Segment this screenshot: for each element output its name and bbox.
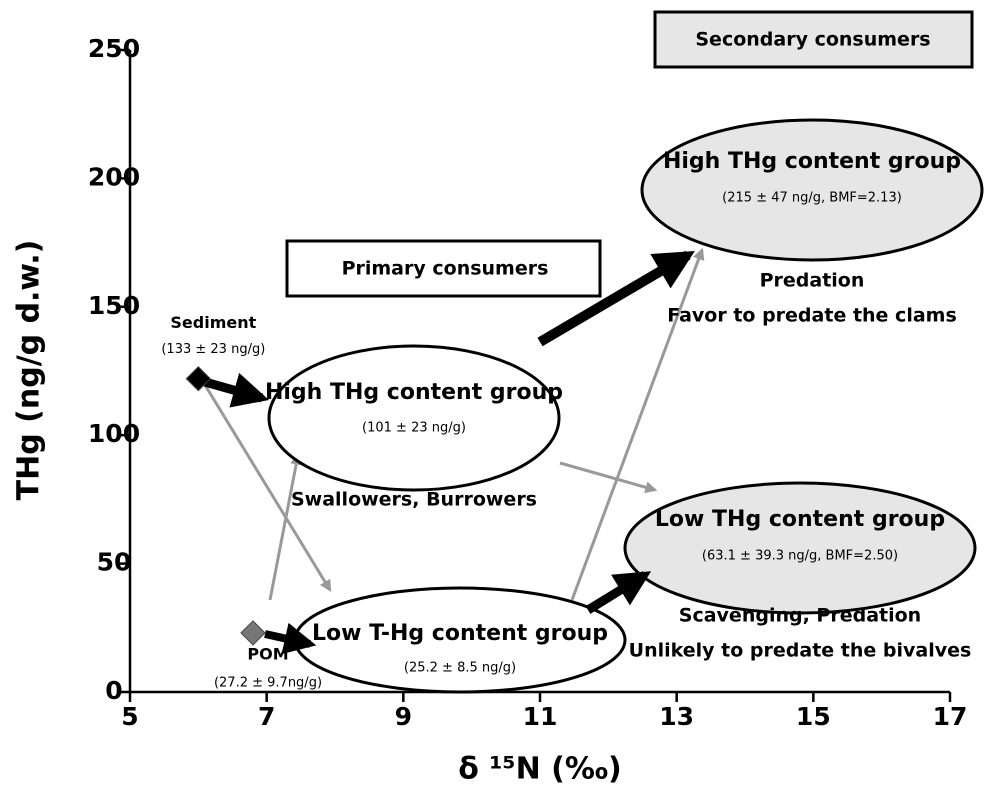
arrow [264, 622, 317, 655]
x-tick-label: 11 [523, 702, 558, 731]
y-tick-label: 50 [97, 548, 132, 577]
secondary-box [653, 10, 974, 69]
group-ellipse [623, 481, 977, 615]
point [240, 620, 266, 646]
x-tick-label: 7 [258, 702, 275, 731]
y-tick-label: 150 [88, 291, 140, 320]
y-tick-label: 100 [88, 419, 140, 448]
group-ellipse [267, 344, 561, 492]
point-label: Sediment [170, 313, 256, 332]
group-detail: (101 ± 23 ng/g) [362, 421, 466, 436]
arrow [203, 372, 269, 408]
x-tick-label: 17 [933, 702, 968, 731]
thin-arrows [203, 247, 705, 601]
x-tick-label: 9 [395, 702, 412, 731]
x-axis-label: δ ¹⁵N (‰) [458, 752, 622, 787]
arrow [537, 250, 695, 347]
arrow [570, 247, 705, 601]
group-label: Low T-Hg content group [312, 621, 608, 646]
group-detail: (25.2 ± 8.5 ng/g) [404, 661, 516, 676]
group-note: Predation [760, 270, 865, 292]
y-tick-label: 0 [105, 676, 122, 705]
point-detail: (27.2 ± 9.7ng/g) [214, 675, 322, 690]
point-detail: (133 ± 23 ng/g) [161, 342, 265, 357]
y-tick-label: 200 [88, 162, 140, 191]
x-tick-label: 15 [796, 702, 831, 731]
group-detail: (215 ± 47 ng/g, BMF=2.13) [722, 191, 902, 206]
box-label: Secondary consumers [695, 29, 930, 51]
point [185, 365, 212, 392]
group-note: Scavenging, Predation [679, 605, 921, 627]
arrow [203, 384, 332, 593]
y-tick-label: 250 [88, 34, 140, 63]
group-note: Unlikely to predate the bivalves [629, 640, 972, 662]
point-label: POM [247, 644, 288, 663]
group-label: High THg content group [663, 149, 961, 174]
y-axis-label: THg (ng/g d.w.) [12, 240, 47, 501]
group-note: Swallowers, Burrowers [291, 489, 537, 511]
box-label: Primary consumers [342, 258, 549, 280]
x-tick-label: 13 [659, 702, 694, 731]
group-note: Favor to predate the clams [667, 305, 957, 327]
group-detail: (63.1 ± 39.3 ng/g, BMF=2.50) [702, 549, 898, 564]
group-label: Low THg content group [655, 507, 945, 532]
arrow [268, 452, 303, 601]
group-ellipse [640, 118, 984, 262]
arrow [559, 461, 658, 494]
x-tick-label: 5 [121, 702, 138, 731]
group-label: High THg content group [265, 380, 563, 405]
thick-arrows [203, 250, 695, 655]
primary-box [285, 239, 602, 298]
arrow [585, 571, 652, 614]
